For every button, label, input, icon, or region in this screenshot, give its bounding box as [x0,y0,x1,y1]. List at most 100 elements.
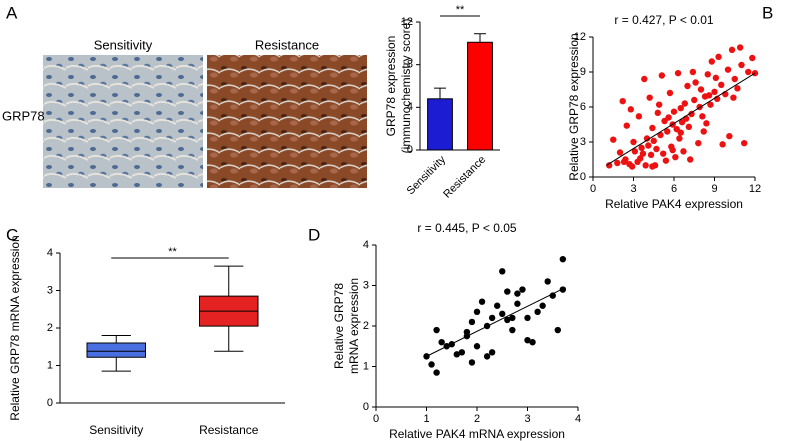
x-axis-label: Relative PAK4 mRNA expression [389,427,565,441]
y-tick-label: 0 [407,144,413,156]
point [637,155,644,162]
point [494,302,501,309]
point [645,142,652,149]
y-axis-label: GRP78 expression [384,36,398,137]
point [468,318,476,326]
x-tick-label: 3 [524,413,530,425]
point [669,146,676,154]
point [741,139,748,147]
point [654,109,661,117]
annotation: ** [456,4,465,16]
y-tick-label: 2 [47,322,53,334]
x-tick-label: Sensitivity [89,423,143,437]
point [712,74,720,82]
panel-label: D [308,225,320,244]
y-tick-label: 4 [47,247,53,259]
point [539,302,546,309]
fit-line [606,72,756,166]
x-tick-label: 3 [630,183,636,195]
x-tick-label: 9 [711,183,717,195]
point [488,314,496,322]
point [534,308,541,316]
point [499,268,506,275]
y-tick-label: 12 [574,31,586,43]
point [653,145,660,153]
point [700,128,707,135]
point [554,326,561,334]
point [433,369,440,376]
y-axis-label: (immunochemistry score) [399,19,413,154]
point [687,156,694,163]
point [483,353,491,360]
point [681,100,688,107]
point [703,120,710,127]
panel-label: B [762,3,773,22]
ihc-image-sensitivity [43,55,203,188]
fit-line [426,287,566,357]
point [544,278,551,285]
point [718,81,725,89]
point [691,96,698,104]
point [672,153,679,161]
point [631,148,639,155]
point [433,326,440,334]
point [677,104,684,112]
x-tick-label: 1 [423,413,429,425]
point [473,308,481,316]
point [504,316,511,324]
y-axis-label: Relative GRP78 expression [567,33,581,180]
point [453,351,460,358]
point [529,339,536,346]
point [665,114,672,121]
point [736,44,744,51]
point [473,343,481,350]
point [620,158,628,166]
point [649,124,656,132]
point [639,150,647,157]
bar [427,98,453,151]
y-tick-label: 0 [580,171,586,183]
point [728,46,736,54]
point [688,110,695,118]
point [524,314,531,322]
x-tick-label: 2 [474,413,480,425]
row-label: GRP78 [2,108,45,123]
point [458,349,466,356]
point [509,326,516,334]
point [646,94,653,101]
column-label: Resistance [255,37,319,52]
y-tick-label: 1 [47,359,53,371]
bar [467,41,493,151]
point [704,71,711,78]
point [628,163,636,170]
y-axis-label: Relative GRP78 mRNA expression [8,235,22,420]
y-tick-label: 3 [47,284,53,296]
point [614,159,621,167]
point [619,97,626,105]
point [559,255,567,263]
x-tick-label: 6 [671,183,677,195]
point [749,54,756,62]
point [666,89,674,97]
point [662,157,670,164]
y-tick-label: 2 [363,320,369,332]
y-tick-label: 4 [407,101,413,113]
point [680,148,687,155]
point [606,162,613,169]
point [519,286,526,293]
point [670,108,678,115]
point [697,86,705,93]
point [695,139,702,147]
point [676,135,683,142]
point [647,151,655,159]
point [650,137,657,145]
point [657,131,664,139]
point [514,300,521,307]
annotation: ** [168,246,177,258]
y-tick-label: 6 [580,101,586,113]
point [638,144,645,152]
point [726,132,733,140]
box [86,342,146,358]
y-tick-label: 3 [580,136,586,148]
